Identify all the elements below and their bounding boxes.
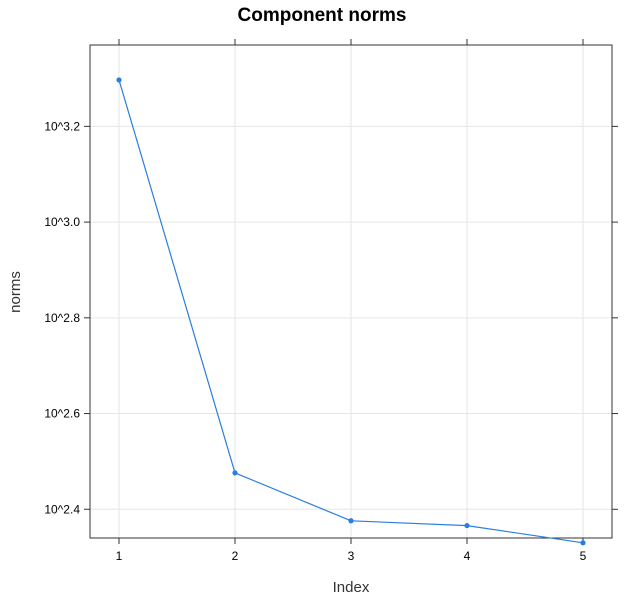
x-tick-label: 2 [232,549,239,563]
y-tick-label: 10^2.6 [44,407,80,421]
x-tick-label: 4 [464,549,471,563]
data-point [232,470,238,476]
x-axis-label: Index [333,579,370,596]
data-point [348,518,354,524]
data-point [464,522,470,529]
tick-layer: 1 2 3 4 5 10^2.4 10^2.6 10^2.8 10^3.0 10^3.2 [44,39,618,563]
x-tick-label: 1 [116,549,123,563]
series-layer [116,77,586,546]
data-point [580,540,586,546]
data-point [116,77,122,83]
grid-layer [90,45,612,538]
x-tick-label: 5 [580,549,587,563]
y-tick-label: 10^3.0 [44,215,80,229]
chart-title: Component norms [238,5,407,26]
y-axis-label: norms [7,271,24,313]
y-tick-label: 10^2.8 [44,311,80,325]
y-tick-label: 10^3.2 [44,119,80,133]
x-tick-label: 3 [348,549,355,563]
y-tick-label: 10^2.4 [44,502,80,516]
